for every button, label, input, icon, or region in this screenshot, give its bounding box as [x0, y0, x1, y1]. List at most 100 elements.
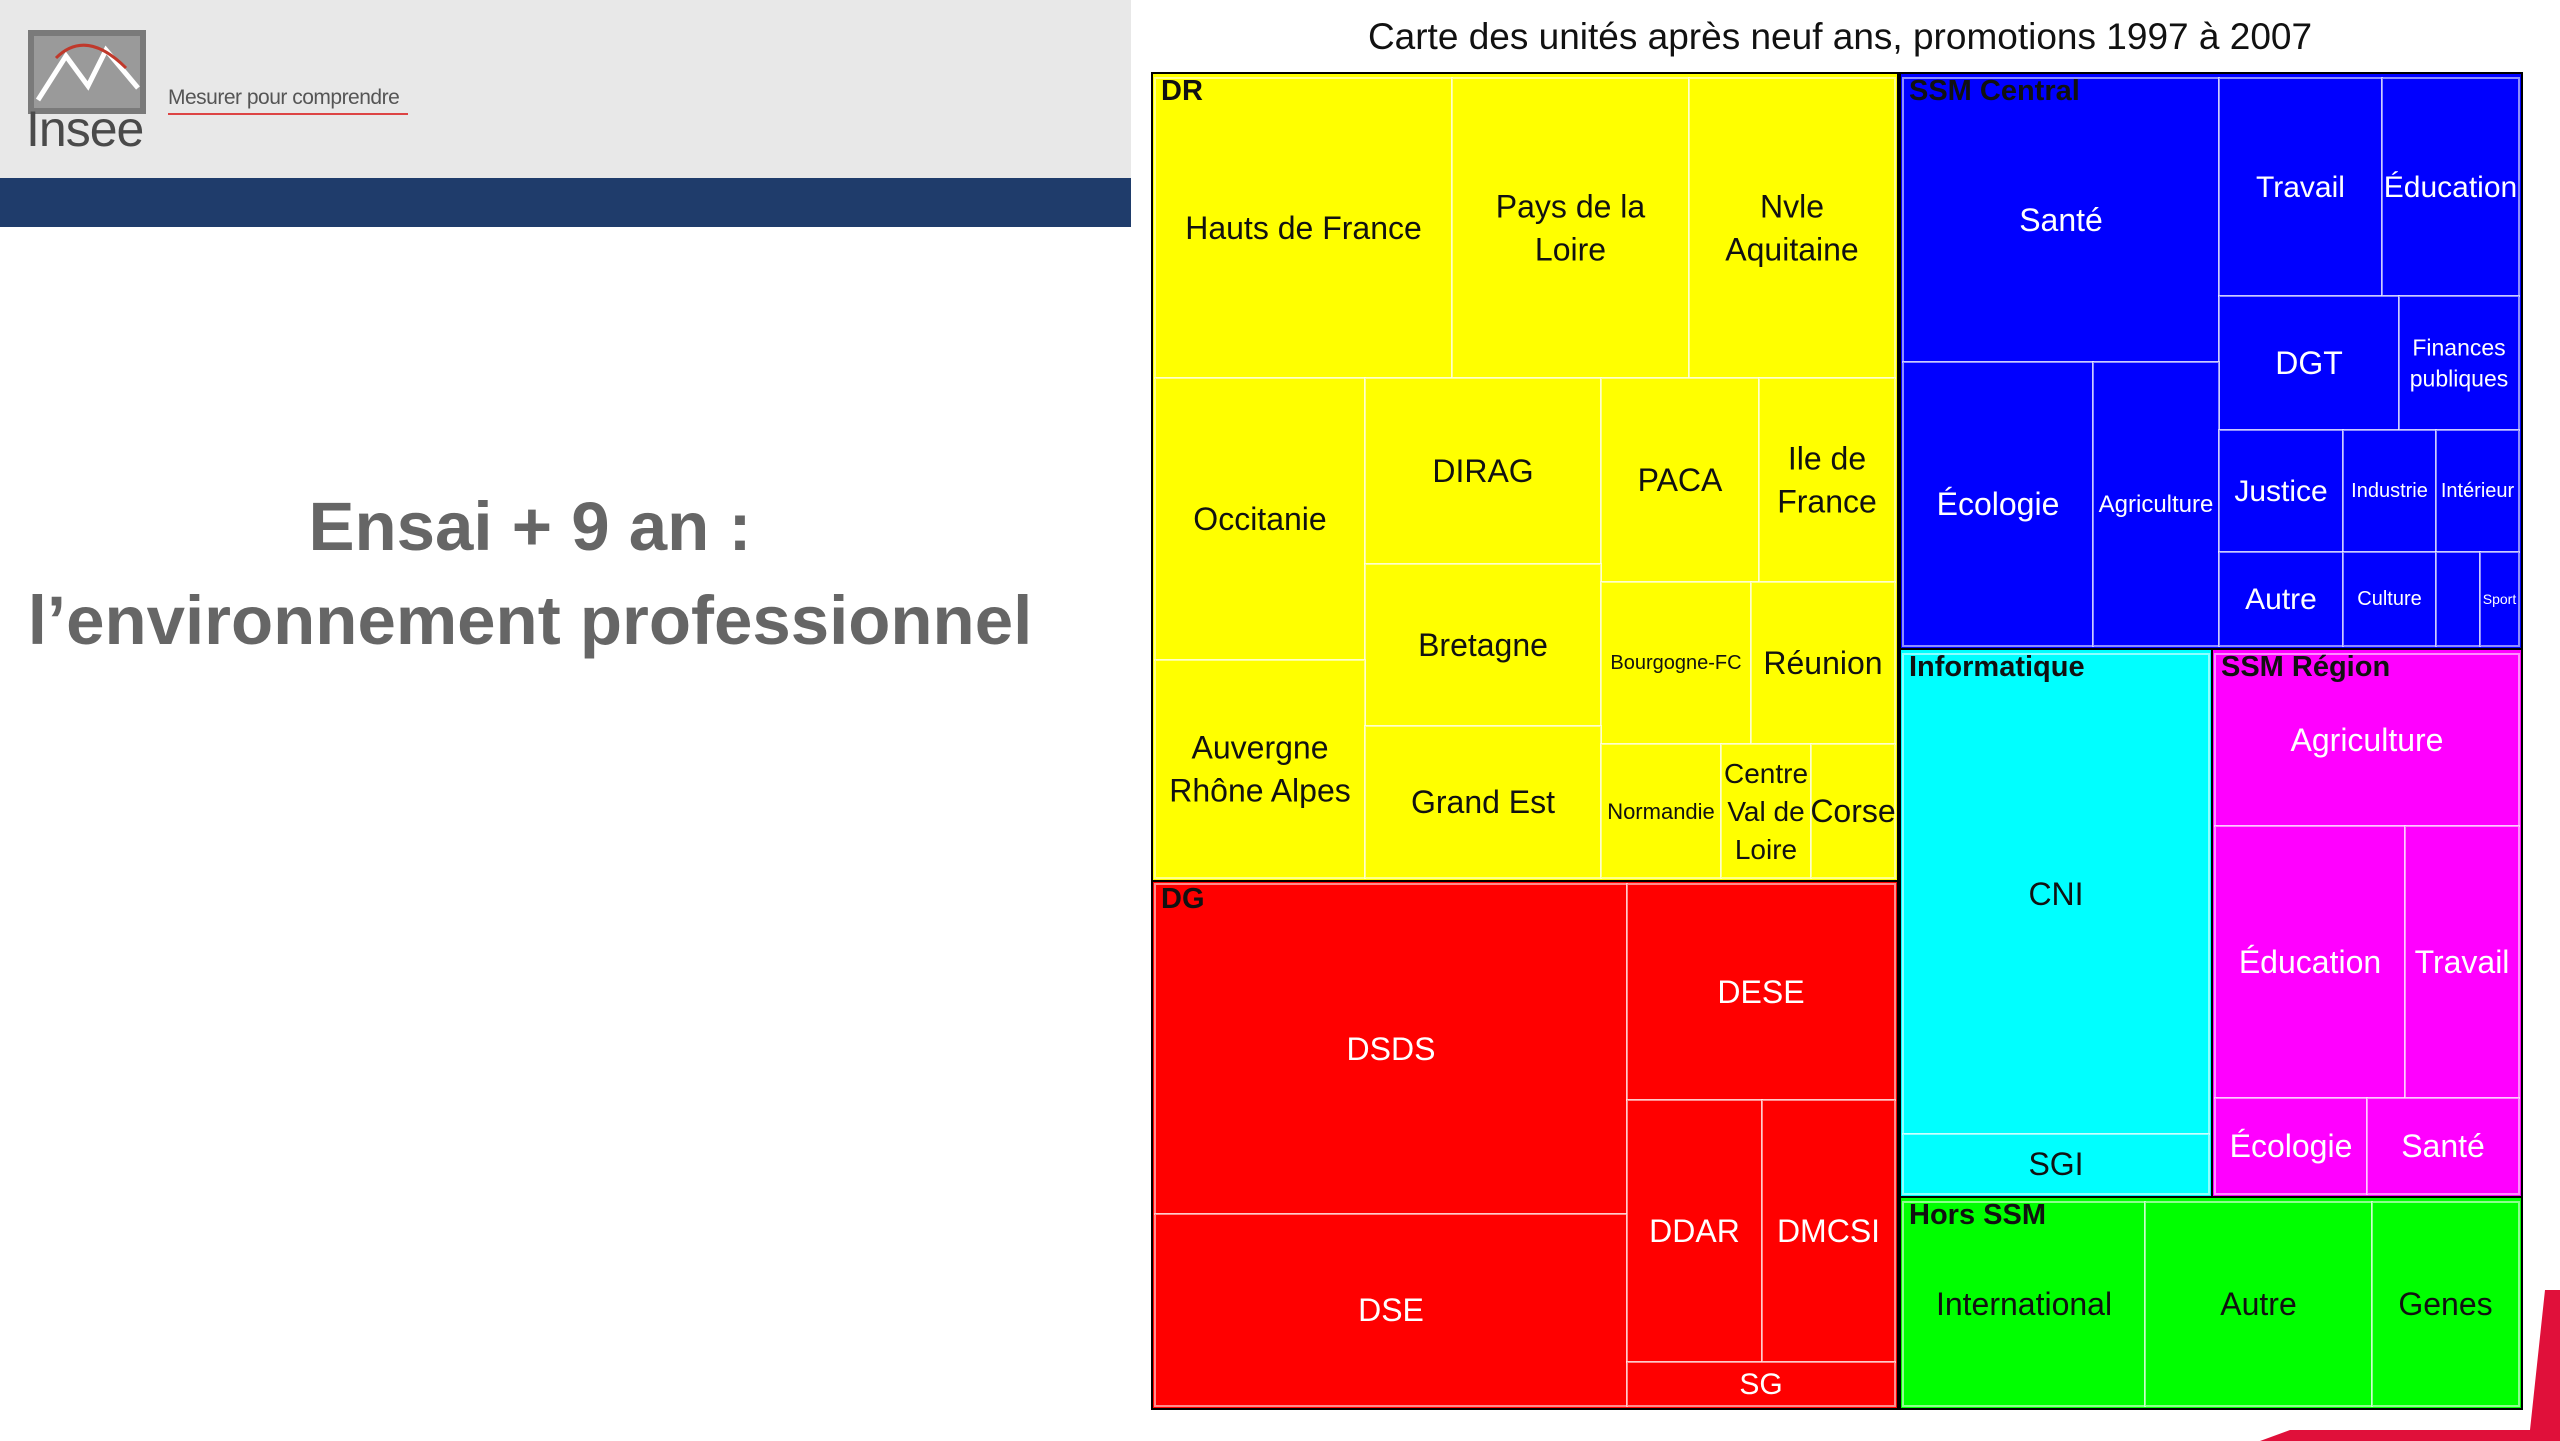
treemap-cell-dse [1154, 1213, 1628, 1407]
cell-label-reunion: Réunion [1763, 645, 1882, 681]
cell-label-genes: Genes [2398, 1286, 2492, 1322]
treemap-cell-finances-publiques [2398, 295, 2520, 431]
cell-label-dsds: DSDS [1347, 1031, 1436, 1067]
group-label-hors-ssm: Hors SSM [1909, 1199, 2046, 1231]
treemap-group-dr: Hauts de France Pays de la Loire Nvle Aquita… [1153, 74, 1897, 880]
treemap-cell-travail [2404, 825, 2520, 1099]
treemap-cell-ddar [1626, 1099, 1763, 1363]
treemap-cell-ecologie [1902, 361, 2094, 647]
treemap-cell-sgi [1902, 1133, 2210, 1195]
cell-label-travail: Travail [2256, 171, 2345, 204]
cell-label-autre: Autre [2220, 1286, 2296, 1322]
cell-label-cni: CNI [2028, 876, 2083, 912]
treemap-cell-international [1902, 1201, 2146, 1407]
cell-label-autre: Autre [2245, 583, 2317, 616]
treemap-cell-hauts-de-france [1154, 77, 1453, 379]
cell-label-culture: Culture [2357, 588, 2421, 610]
treemap-cell-dirag [1364, 377, 1602, 565]
cell-label-education: Éducation [2239, 944, 2381, 980]
treemap-cell-sport [2479, 551, 2520, 647]
treemap-group-ssm-central: Santé Travail Éducation DGT Finances publique… [1901, 74, 2521, 648]
cell-label-centre-val-de-loire: Centre Val de Loire [1724, 758, 1808, 865]
cell-label-bourgogne-fc: Bourgogne-FC [1610, 652, 1741, 674]
logo-tagline: Mesurer pour comprendre [168, 86, 400, 109]
treemap-cell-sg [1626, 1361, 1896, 1407]
cell-label-paca: PACA [1638, 462, 1723, 498]
tagline-underline [168, 113, 408, 115]
cell-label-corse: Corse [1810, 793, 1895, 829]
treemap-cell-normandie [1600, 743, 1722, 879]
treemap-cell-dese [1626, 883, 1896, 1101]
cell-label-agriculture: Agriculture [2291, 722, 2444, 758]
cell-label-dgt: DGT [2275, 345, 2343, 381]
cell-label-finances-publiques: Finances publiques [2410, 334, 2508, 391]
group-label-ssm-region: SSM Région [2221, 651, 2390, 683]
treemap-cell-reunion [1750, 581, 1896, 745]
treemap-cell-interieur [2435, 429, 2520, 553]
cell-label-interieur: Intérieur [2441, 480, 2515, 502]
treemap-cell-sante [2366, 1097, 2520, 1195]
cell-label-occitanie: Occitanie [1193, 501, 1326, 537]
cell-label-normandie: Normandie [1607, 799, 1715, 824]
cell-label-dse: DSE [1358, 1292, 1424, 1328]
group-label-informatique: Informatique [1909, 651, 2085, 683]
cell-label-nvle-aquitaine: Nvle Aquitaine [1725, 188, 1858, 267]
treemap-cell-justice [2218, 429, 2344, 553]
corner-decoration [2260, 1290, 2560, 1441]
treemap-cell-sante [1902, 77, 2220, 363]
treemap-cell-ecologie [2214, 1097, 2368, 1195]
treemap-cell-education [2381, 77, 2520, 297]
cell-label-education: Éducation [2384, 171, 2517, 204]
cell-label-sante: Santé [2019, 202, 2103, 238]
slide-title-line1: Ensai + 9 an : [308, 488, 752, 565]
group-label-dg: DG [1161, 883, 1205, 915]
header-background [0, 0, 1131, 178]
treemap-cell-agriculture [2092, 361, 2220, 647]
cell-label-sante: Santé [2401, 1128, 2485, 1164]
treemap-cell-education [2214, 825, 2406, 1099]
cell-label-agriculture: Agriculture [2099, 491, 2214, 518]
treemap-cell-dmcsi [1761, 1099, 1896, 1363]
treemap-cell-occitanie [1154, 377, 1366, 661]
treemap-group-informatique: CNI SGI Informatique [1901, 650, 2211, 1196]
treemap-group-dg: DSDS DESE DSE DDAR DMCSI SG DG [1153, 882, 1897, 1408]
cell-label-ddar: DDAR [1649, 1213, 1740, 1249]
cell-label-auvergne-rhone-alpes: Auvergne Rhône Alpes [1169, 729, 1350, 808]
treemap-group-hors-ssm: International Autre Genes Hors SSM [1901, 1198, 2521, 1408]
cell-label-ecologie: Écologie [1937, 486, 2060, 522]
cell-label-ecologie: Écologie [2230, 1128, 2353, 1164]
group-label-ssm-central: SSM Central [1909, 75, 2080, 107]
logo-wordmark: Insee [26, 101, 144, 157]
treemap-cell-dsds [1154, 883, 1628, 1215]
treemap-cell-ile-de-france [1758, 377, 1896, 583]
cell-label-dmcsi: DMCSI [1777, 1213, 1880, 1249]
insee-logo-icon [28, 30, 146, 114]
cell-label-ile-de-france: Ile de France [1777, 440, 1877, 519]
cell-label-dese: DESE [1717, 974, 1804, 1010]
chart-title: Carte des unités après neuf ans, promoti… [1367, 16, 2313, 57]
treemap-cell-culture [2342, 551, 2437, 647]
cell-label-justice: Justice [2234, 475, 2327, 508]
cell-label-travail: Travail [2415, 944, 2510, 980]
treemap-cell-pays-de-la-loire [1451, 77, 1690, 379]
treemap-cell-agriculture [2214, 653, 2520, 827]
cell-label-industrie: Industrie [2351, 480, 2428, 502]
treemap-cell-unlabeled [2435, 551, 2481, 647]
cell-label-sport: Sport [2483, 591, 2517, 607]
group-label-dr: DR [1161, 75, 1203, 107]
treemap-cell-bourgogne-fc [1600, 581, 1752, 745]
cell-label-pays-de-la-loire: Pays de la Loire [1496, 188, 1646, 267]
header-bar [0, 178, 1131, 227]
cell-label-dirag: DIRAG [1432, 453, 1533, 489]
treemap-cell-autre [2218, 551, 2344, 647]
cell-label-sg: SG [1739, 1368, 1782, 1401]
slide-title-line2: l’environnement professionnel [27, 582, 1033, 659]
cell-label-hauts-de-france: Hauts de France [1185, 210, 1422, 246]
treemap-cell-genes [2371, 1201, 2520, 1407]
cell-label-grand-est: Grand Est [1411, 784, 1555, 820]
treemap-cell-auvergne-rhone-alpes [1154, 659, 1366, 879]
treemap-cell-cni [1902, 653, 2210, 1135]
treemap-cell-dgt [2218, 295, 2400, 431]
cell-label-international: International [1936, 1286, 2112, 1322]
